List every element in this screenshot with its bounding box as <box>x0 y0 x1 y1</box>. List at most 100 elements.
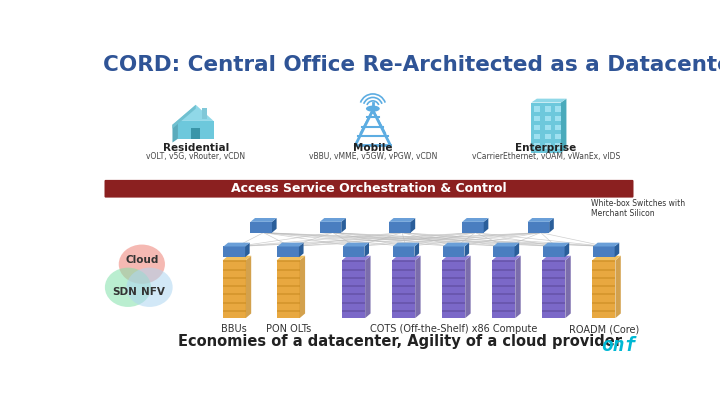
Text: vOLT, v5G, vRouter, vCDN: vOLT, v5G, vRouter, vCDN <box>146 152 246 161</box>
Bar <box>442 277 465 279</box>
Bar <box>442 302 465 304</box>
Text: BBUs: BBUs <box>221 324 247 334</box>
Bar <box>555 125 561 130</box>
Polygon shape <box>389 218 415 222</box>
Bar <box>392 293 415 295</box>
Polygon shape <box>341 218 346 232</box>
Bar <box>492 269 516 271</box>
Bar <box>542 293 565 295</box>
Ellipse shape <box>119 245 165 284</box>
Bar <box>492 310 516 312</box>
Text: vBBU, vMME, v5GW, vPGW, vCDN: vBBU, vMME, v5GW, vPGW, vCDN <box>309 152 437 161</box>
Bar <box>593 302 616 304</box>
Polygon shape <box>415 243 419 257</box>
Polygon shape <box>549 218 554 232</box>
Bar <box>542 302 565 304</box>
Bar <box>342 277 365 279</box>
Polygon shape <box>564 243 570 257</box>
Bar <box>534 125 541 130</box>
Bar <box>392 285 415 287</box>
Bar <box>531 102 561 153</box>
Bar <box>442 293 465 295</box>
Text: Economies of a datacenter, Agility of a cloud provider: Economies of a datacenter, Agility of a … <box>178 334 622 349</box>
Bar <box>534 115 541 121</box>
Polygon shape <box>484 218 488 232</box>
Text: Residential: Residential <box>163 143 229 153</box>
Bar <box>342 269 365 271</box>
Ellipse shape <box>366 106 379 112</box>
Polygon shape <box>245 243 250 257</box>
Bar <box>276 302 300 304</box>
Bar <box>392 269 415 271</box>
Bar <box>222 260 246 318</box>
FancyBboxPatch shape <box>104 180 634 198</box>
Polygon shape <box>320 218 346 222</box>
Polygon shape <box>343 243 369 247</box>
Polygon shape <box>178 121 214 139</box>
Polygon shape <box>493 243 519 247</box>
Bar <box>534 143 541 149</box>
Text: Mobile: Mobile <box>353 143 392 153</box>
Polygon shape <box>465 256 471 318</box>
Bar <box>555 134 561 139</box>
Text: Access Service Orchestration & Control: Access Service Orchestration & Control <box>231 182 507 195</box>
Bar <box>277 247 299 257</box>
Bar <box>392 260 415 262</box>
Polygon shape <box>543 243 570 247</box>
Bar <box>462 222 484 232</box>
Bar <box>276 269 300 271</box>
Polygon shape <box>616 256 621 318</box>
Bar <box>542 285 565 287</box>
Bar <box>442 260 465 318</box>
Bar <box>222 269 246 271</box>
Bar <box>593 260 616 262</box>
Bar <box>555 143 561 149</box>
Bar <box>593 277 616 279</box>
Polygon shape <box>173 105 214 125</box>
Bar <box>593 269 616 271</box>
Bar <box>542 260 565 318</box>
Bar <box>593 247 615 257</box>
Polygon shape <box>464 243 469 257</box>
Bar <box>342 260 365 318</box>
Bar <box>542 310 565 312</box>
Polygon shape <box>299 243 304 257</box>
Bar <box>593 293 616 295</box>
Polygon shape <box>173 121 178 143</box>
Bar <box>276 293 300 295</box>
Polygon shape <box>223 243 250 247</box>
Polygon shape <box>593 243 619 247</box>
Text: NFV: NFV <box>140 287 165 297</box>
Bar <box>342 285 365 287</box>
Ellipse shape <box>127 268 173 307</box>
Bar <box>342 302 365 304</box>
Polygon shape <box>246 256 251 318</box>
Text: Cloud: Cloud <box>125 255 158 264</box>
Polygon shape <box>392 256 420 260</box>
Polygon shape <box>593 256 621 260</box>
Bar <box>202 108 207 119</box>
Bar <box>276 285 300 287</box>
Polygon shape <box>542 256 571 260</box>
Polygon shape <box>515 243 519 257</box>
Bar <box>276 310 300 312</box>
Bar <box>492 293 516 295</box>
Text: White-box Switches with
Merchant Silicon: White-box Switches with Merchant Silicon <box>590 198 685 218</box>
Text: COTS (Off-the-Shelf) x86 Compute: COTS (Off-the-Shelf) x86 Compute <box>370 324 537 334</box>
Polygon shape <box>561 99 567 153</box>
Bar <box>534 107 541 112</box>
Bar <box>555 107 561 112</box>
Polygon shape <box>251 218 276 222</box>
Bar <box>442 260 465 262</box>
Polygon shape <box>222 256 251 260</box>
Bar <box>222 260 246 262</box>
Bar <box>276 260 300 262</box>
Polygon shape <box>272 218 276 232</box>
Bar <box>342 293 365 295</box>
Bar <box>342 260 365 262</box>
Polygon shape <box>442 256 471 260</box>
Polygon shape <box>410 218 415 232</box>
Bar <box>492 277 516 279</box>
Polygon shape <box>173 105 196 129</box>
Polygon shape <box>443 243 469 247</box>
